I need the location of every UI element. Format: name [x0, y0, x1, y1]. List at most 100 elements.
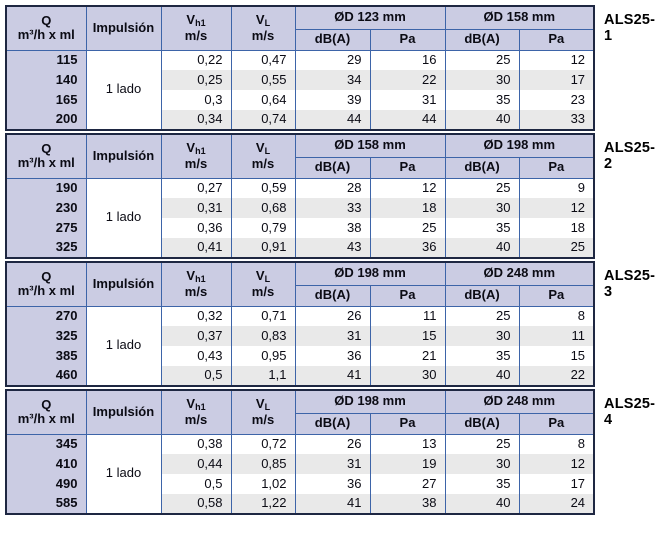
cell-pa2: 9 [518, 178, 595, 198]
cell-pa1: 44 [369, 110, 446, 130]
cell-pa2: 8 [518, 434, 595, 454]
cell-vh1: 0,44 [160, 454, 232, 474]
cell-db2: 35 [444, 346, 520, 366]
vh1-subscript: h1 [195, 274, 206, 285]
diameter-group-header-1: ØD 158 mm [294, 133, 446, 158]
vh1-subscript: h1 [195, 146, 206, 157]
vl-symbol: V [255, 140, 265, 156]
cell-q: 345 [5, 434, 87, 454]
cell-db2: 40 [444, 494, 520, 514]
cell-db2: 30 [444, 454, 520, 474]
cell-pa2: 12 [518, 454, 595, 474]
cell-vl: 0,55 [230, 70, 296, 90]
table-row: 200 0,34 0,74 44 44 40 33 [5, 110, 595, 130]
cell-pa1: 19 [369, 454, 446, 474]
cell-db1: 36 [294, 474, 371, 494]
cell-pa1: 12 [369, 178, 446, 198]
cell-db2: 30 [444, 326, 520, 346]
cell-pa1: 38 [369, 494, 446, 514]
cell-db2: 40 [444, 238, 520, 258]
cell-db2: 35 [444, 218, 520, 238]
vh1-symbol: V [186, 396, 196, 412]
column-header-pa2: Pa [518, 412, 595, 435]
cell-pa2: 23 [518, 90, 595, 110]
table-row: 140 0,25 0,55 34 22 30 17 [5, 70, 595, 90]
cell-pa1: 11 [369, 306, 446, 326]
cell-pa2: 17 [518, 474, 595, 494]
cell-vl: 1,02 [230, 474, 296, 494]
cell-vl: 0,64 [230, 90, 296, 110]
column-header-vl: VL m/s [230, 389, 296, 435]
cell-db1: 43 [294, 238, 371, 258]
cell-db1: 38 [294, 218, 371, 238]
table-row: 385 0,43 0,95 36 21 35 15 [5, 346, 595, 366]
vl-unit: m/s [251, 155, 275, 171]
cell-db1: 26 [294, 434, 371, 454]
vh1-symbol: V [186, 12, 196, 28]
vl-unit: m/s [251, 27, 275, 43]
cell-q: 385 [5, 346, 87, 366]
diameter-group-header-2: ØD 248 mm [444, 389, 595, 414]
cell-db1: 31 [294, 326, 371, 346]
cell-pa2: 25 [518, 238, 595, 258]
column-header-db2: dB(A) [444, 28, 520, 51]
diameter-group-header-1: ØD 198 mm [294, 261, 446, 286]
cell-q: 585 [5, 494, 87, 514]
cell-vl: 0,72 [230, 434, 296, 454]
cell-q: 165 [5, 90, 87, 110]
cell-q: 325 [5, 238, 87, 258]
column-header-impulsion: Impulsión [85, 5, 162, 51]
cell-vh1: 0,5 [160, 366, 232, 386]
cell-db2: 35 [444, 474, 520, 494]
column-header-db1: dB(A) [294, 412, 371, 435]
q-symbol: Q [41, 396, 52, 412]
cell-pa2: 17 [518, 70, 595, 90]
cell-pa1: 22 [369, 70, 446, 90]
q-unit: m³/h x ml [17, 411, 75, 427]
cell-pa1: 36 [369, 238, 446, 258]
cell-db2: 35 [444, 90, 520, 110]
diameter-group-header-2: ØD 198 mm [444, 133, 595, 158]
table-row: 325 0,37 0,83 31 15 30 11 [5, 326, 595, 346]
cell-pa2: 11 [518, 326, 595, 346]
table-row: 270 1 lado 0,32 0,71 26 11 25 8 [5, 306, 595, 386]
cell-pa1: 30 [369, 366, 446, 386]
cell-db2: 40 [444, 110, 520, 130]
table-row: 230 0,31 0,68 33 18 30 12 [5, 198, 595, 218]
cell-vh1: 0,27 [160, 178, 232, 198]
column-header-db1: dB(A) [294, 28, 371, 51]
cell-vh1: 0,5 [160, 474, 232, 494]
cell-db2: 25 [444, 434, 520, 454]
cell-vl: 0,74 [230, 110, 296, 130]
vl-unit: m/s [251, 283, 275, 299]
table-row: 165 0,3 0,64 39 31 35 23 [5, 90, 595, 110]
column-header-vl: VL m/s [230, 5, 296, 51]
cell-pa2: 18 [518, 218, 595, 238]
cell-pa2: 8 [518, 306, 595, 326]
cell-pa2: 12 [518, 50, 595, 70]
column-header-vh1: Vh1 m/s [160, 5, 232, 51]
cell-vh1: 0,37 [160, 326, 232, 346]
cell-vl: 0,47 [230, 50, 296, 70]
cell-db1: 33 [294, 198, 371, 218]
cell-impulsion: 1 lado [85, 50, 162, 130]
cell-pa2: 24 [518, 494, 595, 514]
column-header-db1: dB(A) [294, 156, 371, 179]
cell-vh1: 0,36 [160, 218, 232, 238]
vl-subscript: L [264, 274, 271, 285]
cell-vh1: 0,43 [160, 346, 232, 366]
column-header-db2: dB(A) [444, 156, 520, 179]
cell-db1: 28 [294, 178, 371, 198]
table-row: 115 1 lado 0,22 0,47 29 16 25 12 [5, 50, 595, 130]
table-row: 345 1 lado 0,38 0,72 26 13 25 8 [5, 434, 595, 514]
column-header-vh1: Vh1 m/s [160, 261, 232, 307]
cell-pa1: 21 [369, 346, 446, 366]
